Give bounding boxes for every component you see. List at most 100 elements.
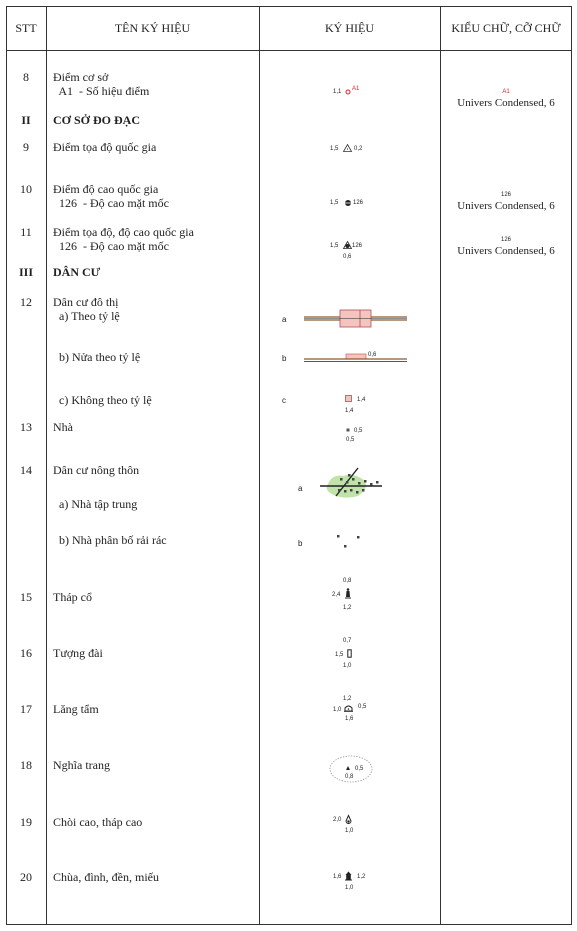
monument-icon — [347, 649, 352, 658]
house-icon — [346, 428, 350, 432]
variant-letter: c — [282, 396, 286, 405]
dimension-label: 1,4 — [345, 408, 354, 414]
cemetery-icon — [329, 755, 373, 783]
row-number: 17 — [20, 702, 32, 716]
dimension-label: 1,6 — [333, 874, 342, 880]
column-divider — [259, 6, 260, 925]
urban-point-icon — [345, 395, 352, 402]
dimension-label: 1,5 — [330, 146, 339, 152]
table-frame — [6, 6, 572, 925]
section-title: CƠ SỞ ĐO ĐẠC — [53, 113, 141, 127]
dimension-label: 0,7 — [343, 638, 352, 644]
pagoda-icon — [345, 871, 352, 881]
row-number: 14 — [20, 463, 32, 477]
rural-concentrated-icon — [320, 467, 382, 498]
row-subname: a) Nhà tập trung — [53, 497, 138, 511]
row-subname: a) Theo tỷ lệ — [53, 309, 120, 323]
row-subname: b) Nhà phân bố rải rác — [53, 533, 167, 547]
coordinate-benchmark-icon — [342, 240, 353, 249]
row-name: Dân cư đô thị — [53, 295, 119, 309]
row-subname: b) Nửa theo tỷ lệ — [53, 350, 141, 364]
header-font: KIỂU CHỮ, CỠ CHỮ — [451, 21, 561, 35]
row-name: Điểm tọa độ, độ cao quốc gia — [53, 225, 194, 239]
font-cell: 126 Univers Condensed, 6 — [440, 235, 572, 257]
row-subname: A1 - Số hiệu điểm — [53, 84, 150, 98]
row-number: 16 — [20, 646, 32, 660]
elevation-label: 126 — [353, 200, 364, 206]
ancient-tower-icon — [345, 588, 351, 599]
font-sample: 126 — [500, 192, 511, 198]
variant-letter: a — [298, 484, 303, 493]
header-divider — [6, 50, 572, 51]
row-subname: 126 - Độ cao mặt mốc — [53, 196, 169, 210]
section-title: DÂN CƯ — [53, 265, 101, 279]
row-name: Chòi cao, tháp cao — [53, 815, 143, 829]
row-number: 20 — [20, 870, 32, 884]
dimension-label: 0,5 — [358, 704, 367, 710]
row-number: 9 — [23, 140, 29, 154]
dimension-label: 0,6 — [368, 352, 377, 358]
dimension-label: 1,2 — [357, 874, 366, 880]
dimension-label: 1,5 — [330, 200, 339, 206]
font-sample: 126 — [500, 237, 511, 243]
row-name: Điểm tọa độ quốc gia — [53, 140, 157, 154]
row-name: Tháp cổ — [53, 590, 92, 604]
dimension-label: 1,0 — [343, 663, 352, 669]
row-number: 15 — [20, 590, 32, 604]
dimension-label: 1,5 — [335, 652, 344, 658]
font-cell: 126 Univers Condensed, 6 — [440, 190, 572, 212]
font-cell: A1 Univers Condensed, 6 — [440, 87, 572, 109]
row-subname: c) Không theo tỷ lệ — [53, 393, 152, 407]
variant-letter: a — [282, 315, 287, 324]
dimension-label: 0,5 — [354, 428, 363, 434]
row-subname: 126 - Độ cao mặt mốc — [53, 239, 169, 253]
row-name: Chùa, đình, đền, miếu — [53, 870, 159, 884]
header-name: TÊN KÝ HIỆU — [114, 21, 191, 35]
dimension-label: 2,4 — [332, 592, 341, 598]
dimension-label: 1,0 — [345, 828, 354, 834]
row-number: 10 — [20, 182, 32, 196]
point-number-label: A1 — [352, 86, 360, 92]
column-divider — [440, 6, 441, 925]
row-number: 11 — [20, 225, 32, 239]
urban-to-scale-icon — [304, 309, 407, 328]
row-name: Tượng đài — [53, 646, 103, 660]
section-number: II — [21, 113, 31, 127]
mausoleum-icon — [344, 705, 353, 712]
row-name: Điểm độ cao quốc gia — [53, 182, 159, 196]
dimension-label: 1,6 — [345, 716, 354, 722]
column-divider — [46, 6, 47, 925]
dimension-label: 1,5 — [330, 243, 339, 249]
variant-letter: b — [298, 539, 303, 548]
base-point-icon — [345, 89, 351, 95]
row-name: Dân cư nông thôn — [53, 463, 140, 477]
dimension-label: 1,1 — [333, 89, 342, 95]
header-stt: STT — [15, 21, 37, 35]
font-spec: Univers Condensed, 6 — [457, 200, 555, 212]
row-number: 18 — [20, 758, 32, 772]
dimension-label: 1,2 — [343, 605, 352, 611]
font-sample: A1 — [502, 89, 510, 95]
dimension-label: 1,0 — [333, 707, 342, 713]
row-number: 13 — [20, 420, 32, 434]
row-number: 8 — [23, 70, 29, 84]
benchmark-icon — [345, 200, 351, 206]
row-name: Lăng tẩm — [53, 702, 99, 716]
dimension-label: 0,5 — [355, 766, 364, 772]
urban-half-scale-icon — [304, 353, 407, 362]
variant-letter: b — [282, 354, 287, 363]
font-spec: Univers Condensed, 6 — [457, 245, 555, 257]
elevation-label: 126 — [352, 243, 363, 249]
row-number: 12 — [20, 295, 32, 309]
dimension-label: 2,0 — [333, 817, 342, 823]
triangle-icon — [342, 143, 353, 152]
row-name: Nghĩa trang — [53, 758, 110, 772]
section-number: III — [18, 265, 33, 279]
row-number: 19 — [20, 815, 32, 829]
dimension-label: 0,8 — [345, 774, 354, 780]
row-name: Nhà — [53, 420, 73, 434]
rural-scattered-icon — [337, 535, 360, 548]
dimension-label: 1,2 — [343, 696, 352, 702]
font-spec: Univers Condensed, 6 — [457, 97, 555, 109]
dimension-label: 1,0 — [345, 885, 354, 891]
